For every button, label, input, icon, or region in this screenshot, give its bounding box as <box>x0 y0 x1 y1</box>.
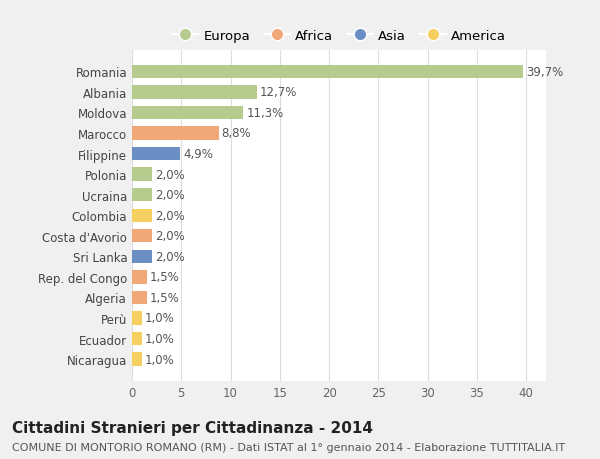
Text: 1,5%: 1,5% <box>150 291 179 304</box>
Text: 2,0%: 2,0% <box>155 168 184 181</box>
Text: 1,0%: 1,0% <box>145 353 175 366</box>
Text: Cittadini Stranieri per Cittadinanza - 2014: Cittadini Stranieri per Cittadinanza - 2… <box>12 420 373 435</box>
Text: COMUNE DI MONTORIO ROMANO (RM) - Dati ISTAT al 1° gennaio 2014 - Elaborazione TU: COMUNE DI MONTORIO ROMANO (RM) - Dati IS… <box>12 442 565 452</box>
Bar <box>132 291 147 304</box>
Text: 39,7%: 39,7% <box>526 66 563 78</box>
Bar <box>132 189 152 202</box>
Bar <box>132 106 244 120</box>
Bar <box>132 230 152 243</box>
Bar <box>132 127 219 140</box>
Text: 2,0%: 2,0% <box>155 189 184 202</box>
Text: 1,0%: 1,0% <box>145 332 175 345</box>
Text: 2,0%: 2,0% <box>155 230 184 243</box>
Bar <box>132 147 181 161</box>
Bar <box>132 353 142 366</box>
Text: 1,5%: 1,5% <box>150 271 179 284</box>
Bar <box>132 312 142 325</box>
Bar <box>132 209 152 223</box>
Text: 11,3%: 11,3% <box>247 106 284 120</box>
Text: 2,0%: 2,0% <box>155 209 184 222</box>
Text: 12,7%: 12,7% <box>260 86 298 99</box>
Bar <box>132 168 152 181</box>
Bar <box>132 250 152 263</box>
Bar <box>132 66 523 79</box>
Text: 1,0%: 1,0% <box>145 312 175 325</box>
Legend: Europa, Africa, Asia, America: Europa, Africa, Asia, America <box>169 28 509 45</box>
Bar <box>132 86 257 99</box>
Text: 2,0%: 2,0% <box>155 250 184 263</box>
Text: 8,8%: 8,8% <box>222 127 251 140</box>
Bar <box>132 271 147 284</box>
Bar <box>132 332 142 346</box>
Text: 4,9%: 4,9% <box>183 148 213 161</box>
